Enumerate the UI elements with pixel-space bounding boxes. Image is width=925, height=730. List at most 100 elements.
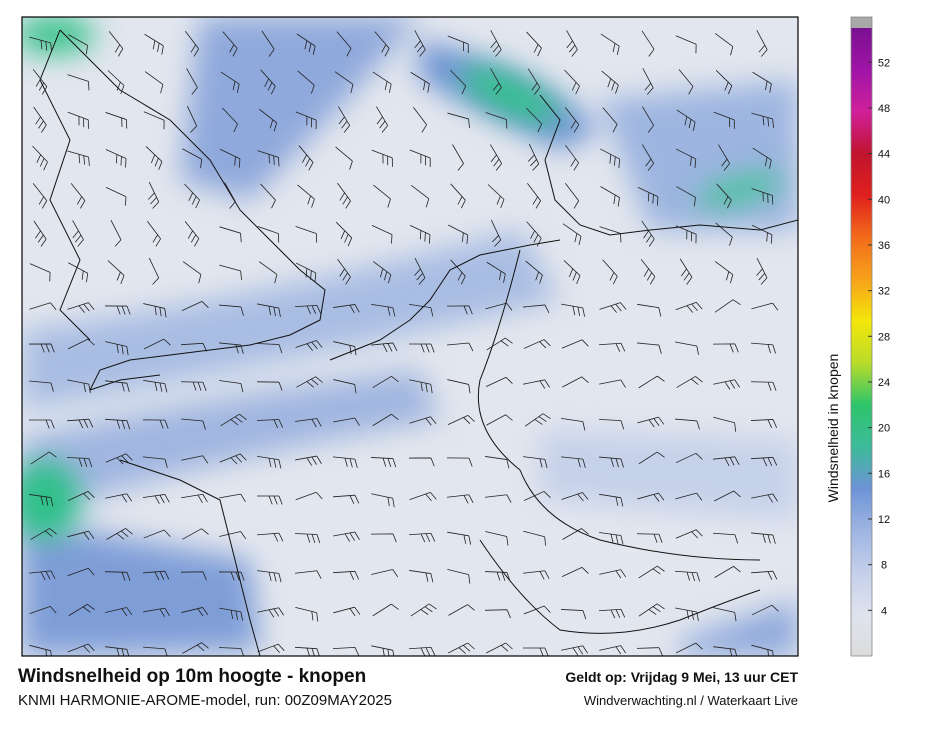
wind-barb	[66, 457, 93, 468]
wind-barb	[599, 226, 622, 243]
colorbar-tick-label: 4	[881, 605, 887, 617]
wind-barb	[447, 379, 471, 394]
wind-barb	[751, 570, 778, 580]
colorbar-tick-label: 24	[878, 377, 890, 389]
wind-barb	[32, 69, 48, 95]
wind-barb	[718, 144, 730, 171]
wind-barb	[414, 258, 426, 285]
colorbar-tick-label: 48	[878, 103, 890, 115]
wind-barb	[67, 74, 90, 91]
wind-barb	[524, 413, 551, 427]
colorbar-tick-label: 8	[881, 560, 887, 572]
wind-barb	[371, 569, 399, 578]
wind-barb	[525, 260, 543, 284]
wind-barb	[29, 606, 57, 614]
wind-barb	[447, 342, 474, 352]
wind-barb	[372, 413, 399, 427]
wind-barb	[409, 303, 434, 317]
wind-barb	[408, 532, 436, 543]
wind-barb	[295, 418, 322, 428]
wind-barb	[222, 31, 238, 57]
wind-barb	[295, 455, 322, 466]
wind-barb	[219, 607, 244, 621]
wind-barb	[258, 261, 278, 284]
wind-barb	[715, 70, 733, 95]
wind-barb	[143, 646, 168, 656]
wind-barb	[448, 642, 475, 654]
wind-barb	[105, 453, 133, 465]
wind-barb	[182, 642, 209, 654]
wind-barb	[450, 69, 467, 95]
wind-barb	[527, 143, 540, 171]
wind-barb	[714, 33, 734, 56]
wind-barb	[413, 106, 427, 133]
wind-barb	[67, 111, 89, 129]
wind-barb	[257, 607, 285, 618]
wind-barb	[110, 220, 122, 247]
wind-barb	[260, 183, 276, 209]
wind-barb	[107, 260, 125, 284]
wind-barb	[447, 112, 470, 128]
wind-barb	[143, 303, 167, 318]
wind-barb	[484, 609, 511, 619]
wind-barb	[448, 604, 475, 616]
wind-barb	[600, 186, 620, 207]
wind-barb	[296, 376, 323, 388]
wind-barb	[184, 183, 200, 209]
wind-barb	[414, 30, 426, 57]
wind-barb	[600, 33, 620, 55]
wind-barb	[218, 571, 245, 581]
wind-barb	[560, 609, 587, 620]
wind-barb	[601, 70, 619, 94]
wind-barb	[564, 183, 580, 209]
wind-barb	[750, 381, 777, 391]
wind-barb	[333, 494, 360, 504]
wind-barb	[67, 530, 95, 540]
wind-barb	[256, 419, 284, 429]
colorbar-tick-label: 32	[878, 286, 890, 298]
wind-barb	[750, 456, 778, 467]
wind-barb	[450, 183, 466, 209]
wind-barb	[408, 646, 436, 656]
wind-barb	[642, 68, 654, 95]
wind-barb	[448, 224, 469, 245]
wind-barb	[294, 646, 320, 656]
wind-barb	[409, 379, 433, 394]
wind-barb	[105, 149, 127, 168]
wind-barb	[182, 528, 209, 540]
wind-barb	[676, 186, 696, 207]
wind-barb	[713, 111, 735, 129]
wind-barb	[675, 452, 703, 464]
wind-barb	[29, 36, 53, 52]
wind-barb	[372, 261, 392, 284]
wind-barb	[143, 607, 170, 617]
wind-barb	[29, 494, 54, 507]
wind-barb	[298, 145, 314, 171]
wind-barb	[675, 225, 697, 244]
wind-barb	[67, 379, 91, 394]
wind-barb	[713, 456, 740, 467]
wind-barb	[562, 223, 582, 246]
wind-barb	[637, 303, 662, 317]
wind-barb	[371, 645, 395, 656]
wind-barb	[751, 644, 774, 656]
wind-barb	[602, 259, 618, 285]
wind-barb	[67, 338, 95, 350]
wind-barb	[370, 533, 397, 543]
wind-barb	[68, 262, 89, 283]
wind-barb	[409, 416, 437, 426]
wind-barb	[33, 106, 47, 133]
colorbar-overflow	[851, 17, 872, 28]
wind-barb	[490, 219, 502, 247]
wind-barb	[257, 226, 280, 243]
wind-barb	[143, 111, 165, 130]
wind-barb	[678, 69, 694, 95]
wind-barb	[636, 647, 663, 656]
colorbar-tick-label: 44	[878, 149, 890, 161]
wind-barb	[186, 68, 198, 95]
wind-barb	[523, 491, 551, 501]
wind-barb	[182, 261, 202, 284]
wind-barb	[108, 31, 124, 57]
wind-barb	[636, 533, 663, 543]
wind-barb	[256, 343, 283, 354]
